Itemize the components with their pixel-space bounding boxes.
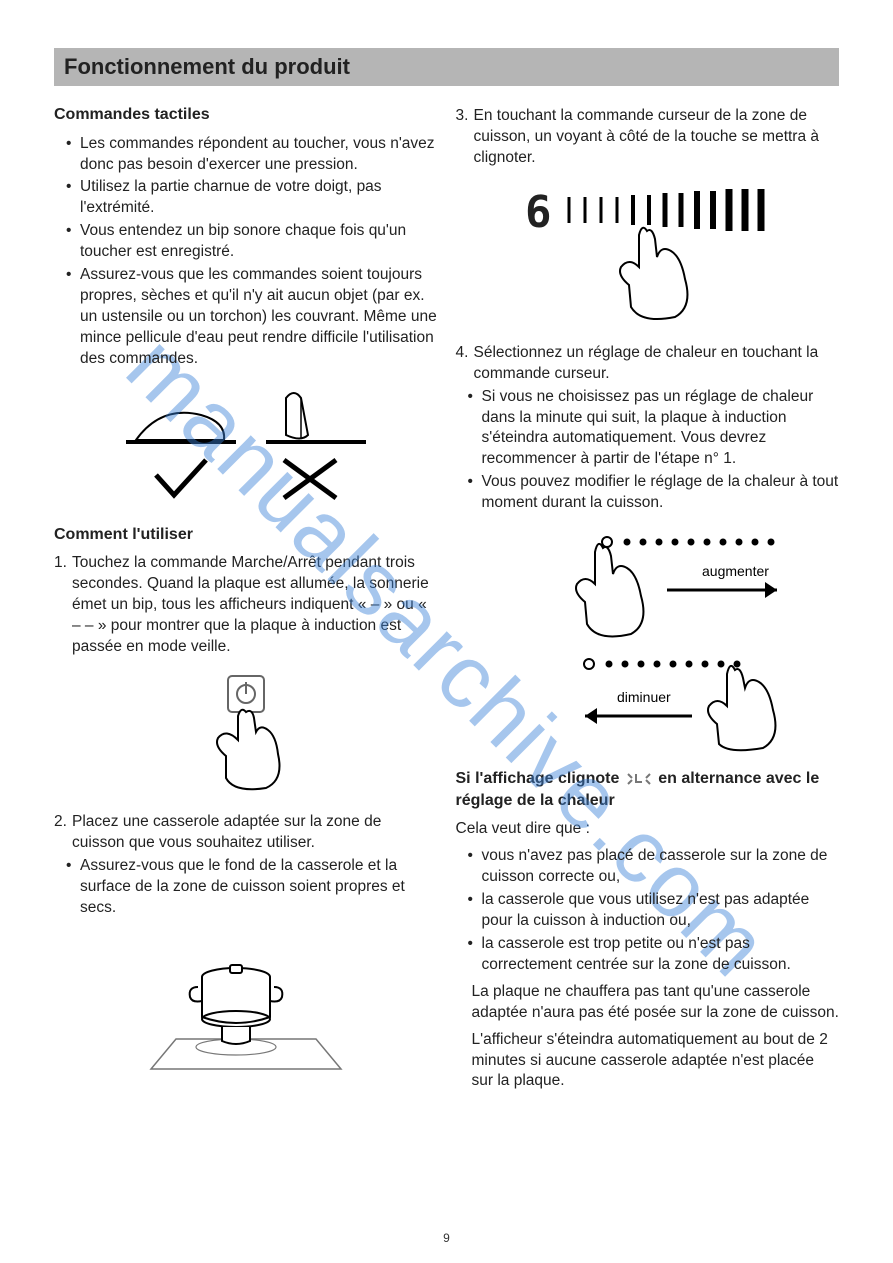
step-text: Placez une casserole adaptée sur la zone… [72,812,438,854]
section-header: Fonctionnement du produit [54,48,839,86]
subhead-tactile: Commandes tactiles [54,104,438,126]
svg-text:6: 6 [525,187,552,238]
bullet: Vous entendez un bip sonore chaque fois … [70,221,438,263]
label-augmenter: augmenter [702,563,769,579]
step-2-bullets: Assurez-vous que le fond de la casserole… [54,856,438,919]
bullet: Vous pouvez modifier le réglage de la ch… [472,472,840,514]
step-4-bullets: Si vous ne choisissez pas un réglage de … [456,387,840,515]
bullet: Assurez-vous que le fond de la casserole… [70,856,438,919]
step-3: 3. En touchant la commande curseur de la… [456,106,840,169]
subhead-use: Comment l'utiliser [54,524,438,546]
step-text: Sélectionnez un réglage de chaleur en to… [474,343,840,385]
bullet: la casserole est trop petite ou n'est pa… [472,934,840,976]
pot-on-hob-figure [54,929,438,1079]
flash-p2: L'afficheur s'éteindra automatiquement a… [456,1030,840,1093]
flash-intro: Cela veut dire que : [456,819,840,840]
bullet: Les commandes répondent au toucher, vous… [70,134,438,176]
step-text: En touchant la commande curseur de la zo… [474,106,840,169]
step-number: 3. [456,106,474,169]
touch-correct-wrong-figure [54,380,438,510]
step-number: 1. [54,553,72,658]
power-touch-figure [54,668,438,798]
right-column: 3. En touchant la commande curseur de la… [456,100,840,1098]
flash-p1: La plaque ne chauffera pas tant qu'une c… [456,982,840,1024]
flash-bullets: vous n'avez pas placé de casserole sur l… [456,846,840,976]
tactile-bullets: Les commandes répondent au toucher, vous… [54,134,438,370]
step-2: 2. Placez une casserole adaptée sur la z… [54,812,438,854]
bullet: la casserole que vous utilisez n'est pas… [472,890,840,932]
flash-icon [624,770,654,788]
bullet: vous n'avez pas placé de casserole sur l… [472,846,840,888]
bullet: Si vous ne choisissez pas un réglage de … [472,387,840,471]
step-number: 2. [54,812,72,854]
flash-heading: Si l'affichage clignote en alternance av… [456,768,840,811]
step-4: 4. Sélectionnez un réglage de chaleur en… [456,343,840,385]
step-text: Touchez la commande Marche/Arrêt pendant… [72,553,438,658]
step-number: 4. [456,343,474,385]
bullet: Assurez-vous que les commandes soient to… [70,265,438,370]
increase-decrease-figure: augmenter diminuer [456,524,840,754]
label-diminuer: diminuer [617,689,671,705]
slider-display-figure: 6 [456,179,840,329]
step-1: 1. Touchez la commande Marche/Arrêt pend… [54,553,438,658]
flash-heading-a: Si l'affichage clignote [456,770,624,787]
left-column: Commandes tactiles Les commandes réponde… [54,100,438,1098]
bullet: Utilisez la partie charnue de votre doig… [70,177,438,219]
page-number: 9 [0,1231,893,1245]
columns: Commandes tactiles Les commandes réponde… [54,100,839,1098]
